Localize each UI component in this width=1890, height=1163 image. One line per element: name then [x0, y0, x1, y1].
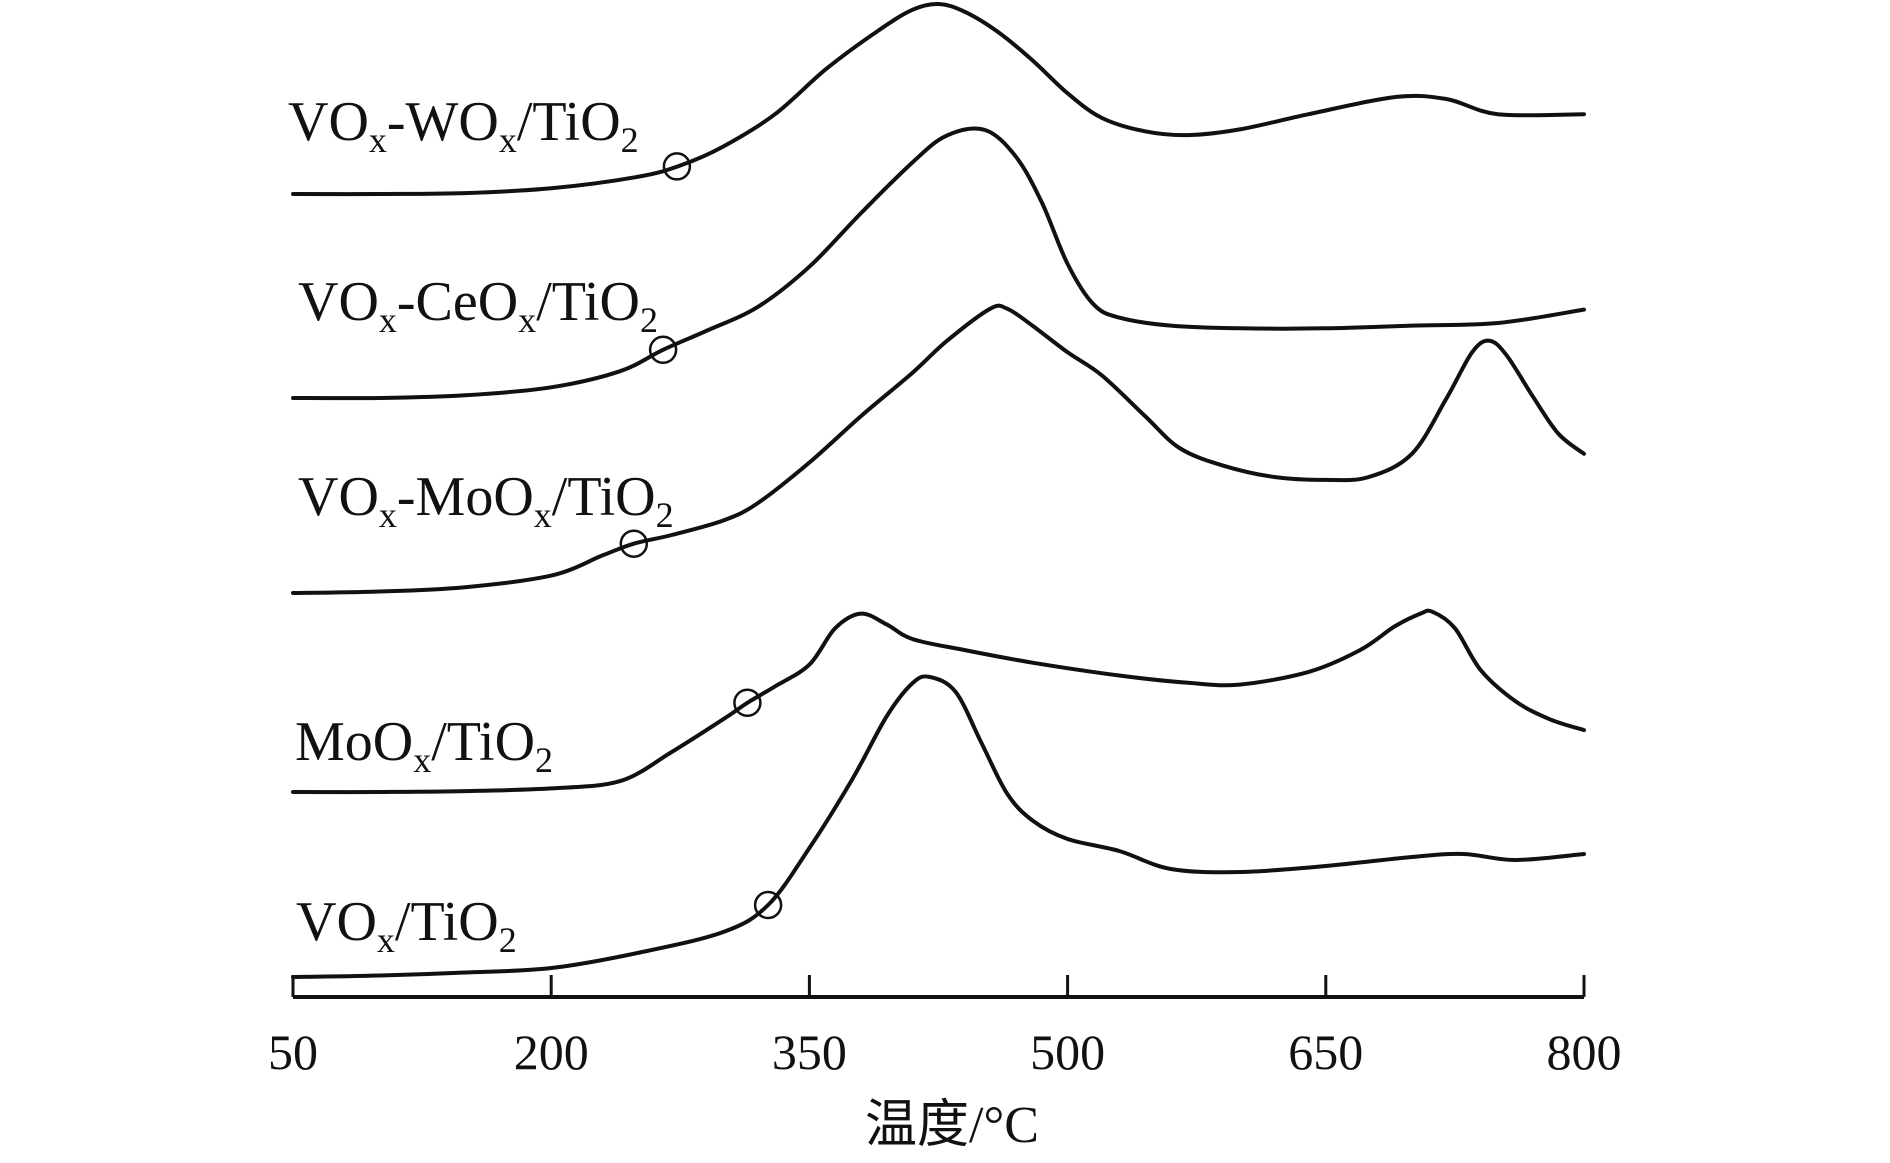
- series-label-3: MoOx/TiO2: [295, 711, 553, 780]
- series-line-0: [291, 1, 1586, 197]
- series-label-2: VOx-MoOx/TiO2: [298, 466, 674, 535]
- x-axis-title: 温度/°C: [865, 1097, 1039, 1154]
- x-tick-label-4: 650: [1288, 1024, 1363, 1080]
- x-tick-label-1: 200: [514, 1024, 589, 1080]
- series-label-4: VOx/TiO2: [296, 891, 517, 960]
- x-axis: 50 200 350 500 650 800: [268, 975, 1622, 1080]
- onset-marker-0: [662, 152, 692, 181]
- x-tick-label-0: 50: [268, 1024, 318, 1080]
- onset-marker-4: [753, 890, 783, 920]
- series-labels: VOx-WOx/TiO2 VOx-CeOx/TiO2 VOx-MoOx/TiO2 Mo…: [288, 91, 674, 960]
- onset-marker-1: [648, 335, 678, 365]
- x-tick-label-2: 350: [772, 1024, 847, 1080]
- curves-layer: [291, 1, 1586, 979]
- x-tick-label-3: 500: [1030, 1024, 1105, 1080]
- series-line-4: [291, 674, 1586, 979]
- series-line-1: [291, 126, 1586, 401]
- onset-marker-2: [619, 529, 649, 558]
- series-label-0: VOx-WOx/TiO2: [288, 91, 639, 160]
- onset-marker-3: [733, 688, 762, 718]
- series-label-1: VOx-CeOx/TiO2: [298, 271, 658, 340]
- x-tick-label-5: 800: [1547, 1024, 1622, 1080]
- series-line-3: [291, 608, 1586, 795]
- series-line-2: [291, 303, 1586, 595]
